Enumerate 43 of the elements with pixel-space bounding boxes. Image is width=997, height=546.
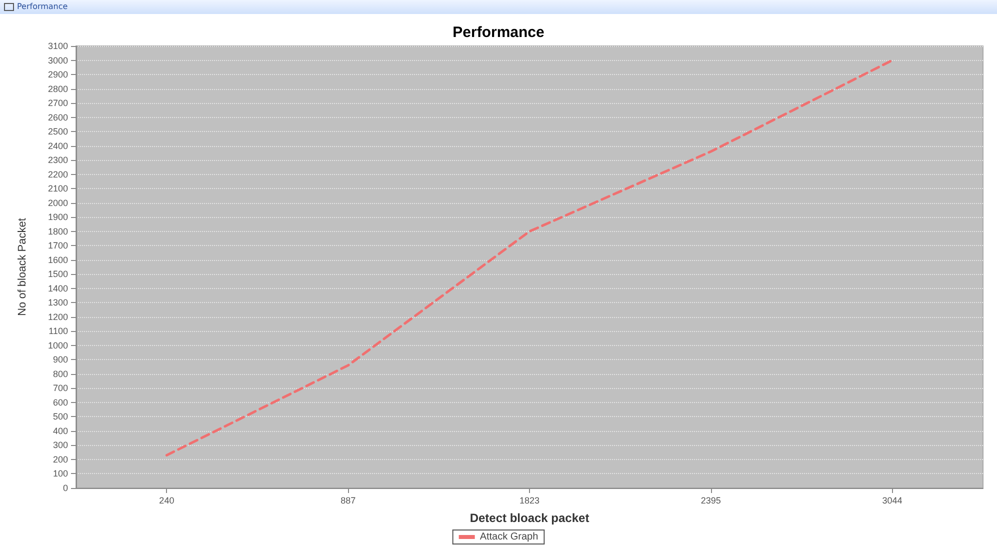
legend-label: Attack Graph <box>480 532 538 542</box>
y-tick-label: 100 <box>52 468 68 479</box>
y-tick-label: 500 <box>52 412 68 422</box>
y-tick-label: 2900 <box>48 70 68 80</box>
y-tick-label: 2100 <box>48 184 68 194</box>
y-tick-label: 1100 <box>48 326 68 336</box>
y-tick-label: 1700 <box>48 240 68 251</box>
y-tick-label: 1500 <box>48 269 68 280</box>
y-axis-title: No of bloack Packet <box>16 218 28 316</box>
y-tick-label: 1600 <box>48 254 68 265</box>
y-tick-label: 200 <box>52 454 68 464</box>
chart-title: Performance <box>452 24 544 41</box>
y-tick-label: 0 <box>62 483 68 493</box>
x-axis-title: Detect bloack packet <box>470 511 590 525</box>
y-tick-label: 1900 <box>48 212 68 222</box>
y-tick-label: 1800 <box>48 226 68 236</box>
y-tick-label: 800 <box>52 368 68 379</box>
y-tick-label: 300 <box>52 440 68 450</box>
y-tick-label: 1200 <box>48 312 68 322</box>
y-tick-label: 2300 <box>48 155 68 166</box>
y-tick-label: 900 <box>52 354 68 365</box>
y-tick-label: 2500 <box>48 126 68 137</box>
x-tick-label: 2395 <box>700 496 721 506</box>
x-tick-label: 1823 <box>519 496 540 506</box>
y-tick-label: 2000 <box>48 198 68 208</box>
y-tick-label: 2200 <box>48 169 68 180</box>
y-tick-label: 2600 <box>48 112 68 122</box>
x-tick-label: 240 <box>159 496 174 506</box>
y-tick-label: 1300 <box>48 298 68 308</box>
y-tick-label: 700 <box>52 383 68 394</box>
y-tick-label: 400 <box>52 426 68 436</box>
y-tick-label: 2800 <box>48 84 68 94</box>
y-tick-label: 600 <box>52 397 68 408</box>
y-tick-label: 1000 <box>48 340 68 350</box>
y-tick-label: 2400 <box>48 140 68 151</box>
y-tick-label: 3000 <box>48 55 68 66</box>
x-tick-label: 3044 <box>882 496 902 506</box>
x-tick-label: 887 <box>340 496 356 506</box>
y-tick-label: 3100 <box>48 41 68 51</box>
text: Performance <box>17 2 68 11</box>
y-tick-label: 2700 <box>48 98 68 108</box>
y-tick-label: 1400 <box>48 283 68 294</box>
line-series <box>165 59 894 456</box>
